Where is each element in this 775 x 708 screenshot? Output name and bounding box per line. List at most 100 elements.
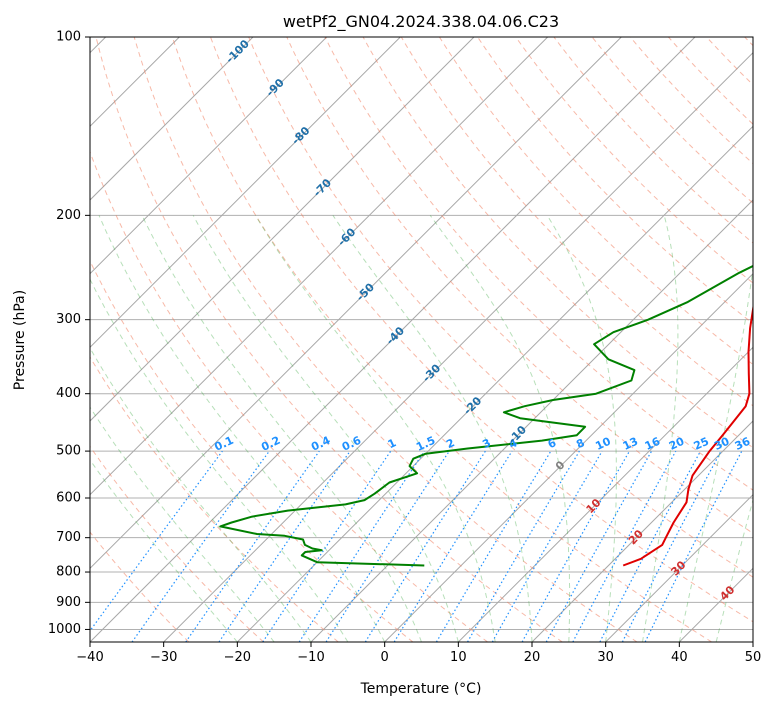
y-tick-label: 800 — [56, 565, 81, 580]
mixing-ratio-line — [466, 450, 580, 642]
mixing-ratio-line — [262, 450, 392, 642]
mixing-ratio-line — [545, 450, 653, 642]
mixing-ratio-label: 20 — [667, 435, 687, 453]
mixing-ratio-label: 3 — [480, 436, 492, 451]
isotherm-line — [90, 37, 475, 422]
chart-title: wetPf2_GN04.2024.338.04.06.C23 — [283, 12, 559, 32]
series-layer — [219, 264, 753, 567]
isotherm-line — [752, 641, 753, 642]
dry-adiabat — [90, 445, 264, 642]
isotherm-line — [90, 37, 401, 349]
dewpoint-profile-line — [219, 264, 753, 567]
x-tick-label: 10 — [450, 650, 467, 665]
plot-frame — [89, 36, 754, 643]
mixing-ratio-label: 25 — [692, 435, 711, 453]
mixing-ratio-line — [298, 450, 425, 642]
dry-adiabat — [591, 37, 753, 204]
isotherm-line — [90, 37, 254, 201]
isotherm-line — [236, 125, 753, 642]
mixing-ratio-label: 1 — [386, 436, 398, 451]
dry-adiabat — [90, 259, 414, 642]
y-tick-label: 200 — [56, 208, 81, 223]
dry-adiabat — [668, 37, 753, 125]
dry-adiabat — [706, 37, 753, 86]
moist-adiabat — [192, 215, 459, 642]
x-axis-label: Temperature (°C) — [360, 681, 482, 697]
mixing-ratio-line — [435, 450, 552, 642]
dry-adiabat — [133, 37, 638, 642]
x-tick-label: 40 — [671, 650, 688, 665]
temperature-profile-line — [622, 303, 753, 567]
moist-adiabat — [90, 459, 238, 642]
mixing-ratio-line — [521, 450, 631, 642]
line-labels: 0.1 0.2 0.4 0.6 1 1.5 2 3 4 6 8 10 13 16 20 25 30 36-100-… — [212, 37, 752, 603]
isotherm-line — [90, 37, 328, 275]
mixing-ratio-line — [364, 450, 486, 642]
x-tick-label: 0 — [381, 650, 389, 665]
isotherm-line — [605, 493, 753, 642]
isotherm-line — [310, 199, 753, 642]
dry-adiabat — [515, 37, 753, 284]
moist-adiabat — [254, 215, 496, 642]
dry-adiabat — [90, 150, 488, 642]
isotherm-line — [531, 420, 753, 642]
dry-adiabat — [286, 37, 753, 534]
y-tick-label: 500 — [56, 444, 81, 459]
x-tick-label: 50 — [745, 650, 762, 665]
dry-adiabat — [438, 37, 753, 366]
moist-adiabat — [141, 215, 422, 642]
y-tick-label: 300 — [56, 312, 81, 327]
isotherm-line — [90, 37, 696, 642]
x-tick-label: −20 — [224, 650, 251, 665]
moist-adiabat — [715, 497, 753, 642]
y-axis-label: Pressure (hPa) — [12, 290, 28, 390]
x-tick-label: −30 — [150, 650, 177, 665]
mixing-ratio-line — [572, 450, 677, 642]
mixing-ratio-label: 10 — [593, 435, 613, 453]
x-tick-label: −40 — [76, 650, 103, 665]
background-lines — [90, 37, 753, 642]
mixing-ratio-line — [393, 450, 513, 642]
y-tick-label: 400 — [56, 386, 81, 401]
y-tick-label: 100 — [56, 30, 81, 45]
dry-adiabat — [400, 37, 753, 407]
y-tick-label: 900 — [56, 595, 81, 610]
dry-adiabat — [95, 37, 563, 642]
moist-adiabat — [678, 263, 753, 642]
mixing-ratio-label: 2 — [444, 436, 456, 451]
moist-adiabat — [90, 278, 349, 642]
dry-adiabat — [90, 356, 339, 642]
mixing-ratio-line — [131, 450, 270, 642]
isotherm-line — [678, 567, 753, 642]
mixing-ratio-line — [90, 450, 223, 632]
y-tick-label: 1000 — [48, 622, 81, 637]
moist-adiabat — [90, 406, 275, 642]
dry-adiabat — [171, 37, 712, 642]
mixing-ratio-line — [185, 450, 320, 642]
mixing-ratio-label: 30 — [712, 435, 732, 453]
isotherm-line — [384, 272, 753, 642]
x-tick-label: 30 — [597, 650, 614, 665]
dry-adiabat — [248, 37, 753, 578]
y-tick-label: 700 — [56, 530, 81, 545]
isotherm-line — [90, 37, 549, 496]
dry-adiabat — [90, 531, 190, 642]
isotherm-line — [457, 346, 753, 642]
isotherm-line — [90, 37, 622, 570]
x-tick-label: 20 — [524, 650, 541, 665]
axes: −40 −30 −20 −10 0 10 20 30 40 50 100 200 300 400 500 60… — [48, 30, 761, 666]
mixing-ratio-label: 8 — [574, 436, 586, 451]
y-tick-label: 600 — [56, 491, 81, 506]
moist-adiabat — [90, 347, 312, 642]
mixing-ratio-label: 36 — [733, 435, 753, 453]
mixing-ratio-line — [644, 450, 743, 642]
dry-adiabat — [210, 37, 753, 623]
moist-adiabat — [546, 215, 617, 642]
x-tick-label: −10 — [297, 650, 324, 665]
moist-adiabat — [642, 215, 679, 642]
mixing-ratio-label: 13 — [621, 435, 640, 453]
isotherm-line — [163, 51, 753, 642]
moist-adiabat — [429, 215, 571, 642]
mixing-ratio-line — [218, 450, 351, 642]
